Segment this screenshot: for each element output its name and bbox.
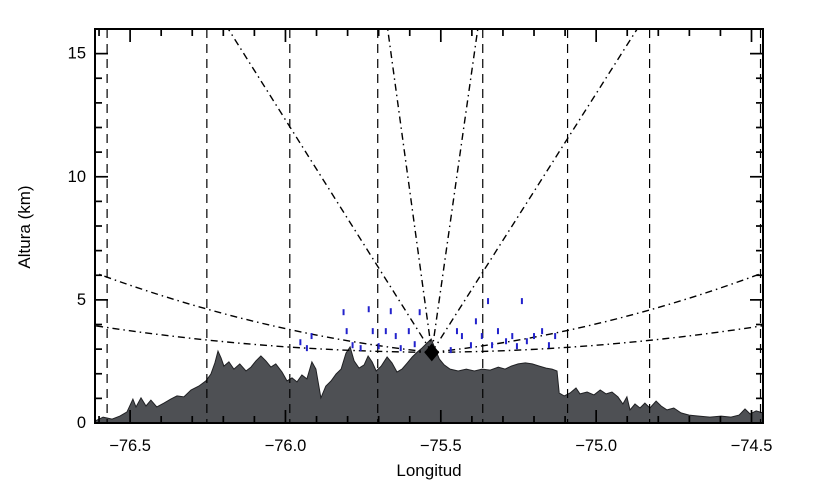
radar-beam [95, 325, 432, 353]
echo-marks [299, 298, 557, 354]
axis-ticks [95, 28, 763, 424]
x-tick-label: −76.0 [265, 437, 307, 455]
y-tick-label: 10 [68, 168, 86, 186]
radar-beam [386, 29, 433, 353]
y-tick-label: 15 [68, 45, 86, 63]
radar-beam [431, 29, 638, 353]
x-axis-title: Longitud [396, 461, 462, 480]
x-tick-label: −75.5 [420, 437, 462, 455]
x-tick-label: −75.0 [575, 437, 617, 455]
radar-beam [431, 29, 479, 353]
radar-beam [431, 325, 763, 353]
plot-inner [95, 29, 763, 423]
y-tick-label: 5 [77, 291, 86, 309]
radar-beam [227, 29, 433, 353]
radar-beam [95, 272, 432, 353]
terrain-profile [95, 338, 763, 423]
radar-beam [431, 272, 763, 353]
y-tick-label: 0 [77, 414, 86, 432]
radar-beams [95, 29, 763, 353]
radar-location-marker [424, 343, 440, 362]
x-tick-label: −76.5 [109, 437, 151, 455]
x-tick-label: −74.5 [731, 437, 773, 455]
